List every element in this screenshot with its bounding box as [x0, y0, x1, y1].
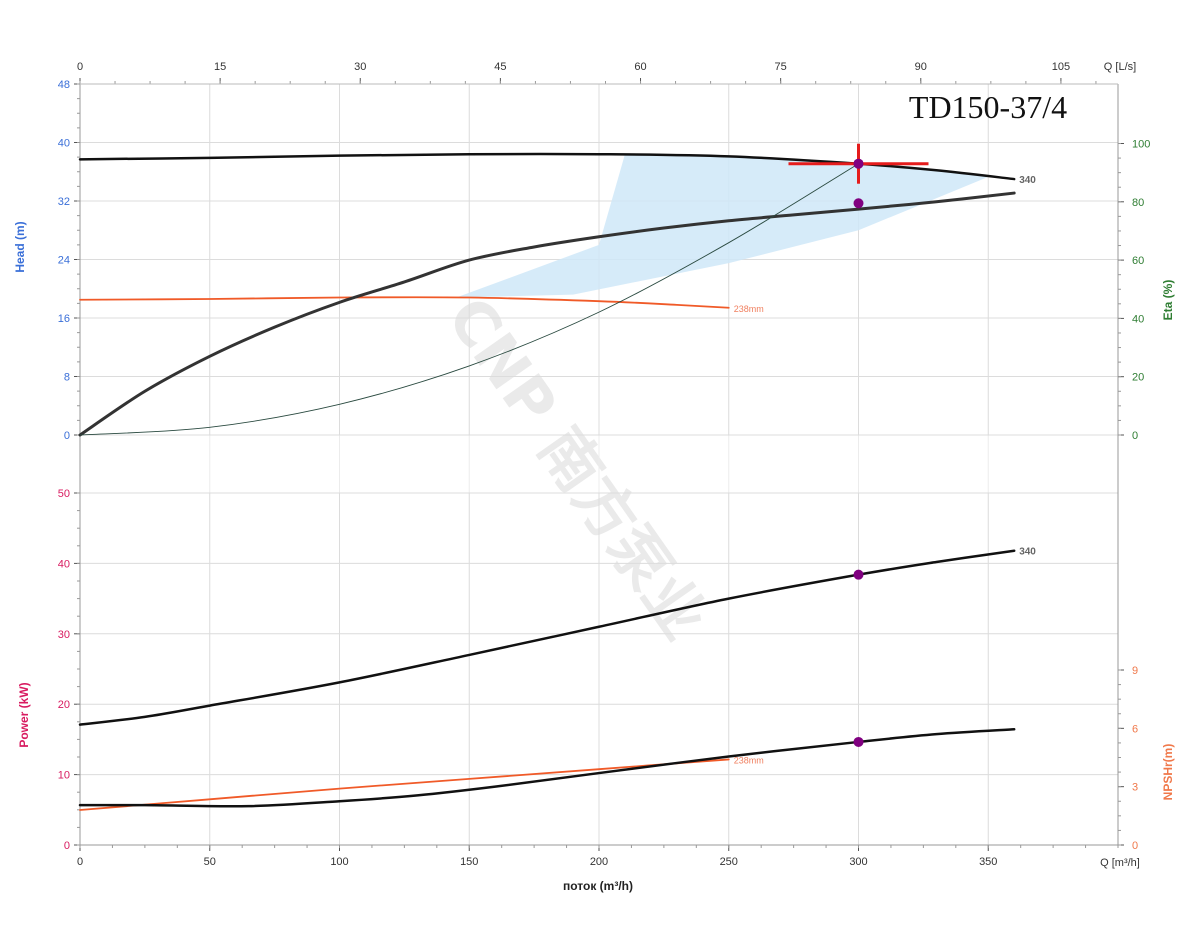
npsh-tick-label: 6 — [1132, 723, 1138, 735]
series-line-4 — [78, 549, 1016, 726]
power-tick-label: 0 — [64, 840, 70, 852]
chart-title: TD150-37/4 — [909, 89, 1067, 125]
duty-point-dot — [853, 158, 864, 169]
watermark: CNP 南方泵业 — [433, 285, 719, 652]
operating-point — [853, 736, 864, 747]
eta-tick-label: 80 — [1132, 197, 1144, 209]
operating-point — [853, 198, 864, 209]
series-label: 238mm — [734, 755, 764, 765]
efficiency-region-shape — [456, 154, 989, 298]
eta-tick-label: 0 — [1132, 430, 1138, 442]
x-tick-label: 150 — [460, 856, 478, 868]
eta-tick-label: 100 — [1132, 139, 1150, 151]
x-tick-label: 100 — [330, 856, 348, 868]
power-axis-title: Power (kW) — [17, 682, 31, 747]
head-tick-label: 40 — [58, 138, 70, 150]
x-top-tick-label: 105 — [1052, 61, 1070, 73]
series-line-3 — [79, 163, 859, 436]
head-tick-label: 8 — [64, 372, 70, 384]
npsh-tick-label: 9 — [1132, 665, 1138, 677]
series-line-2 — [78, 191, 1016, 437]
x-top-tick-label: 15 — [214, 61, 226, 73]
npsh-tick-label: 3 — [1132, 782, 1138, 794]
power-tick-label: 20 — [58, 699, 70, 711]
x-top-tick-label: 90 — [915, 61, 927, 73]
head-tick-label: 32 — [58, 196, 70, 208]
series-label: 340 — [1019, 547, 1036, 558]
eta-tick-label: 60 — [1132, 255, 1144, 267]
x-top-tick-label: 45 — [494, 61, 506, 73]
x-tick-label: 200 — [590, 856, 608, 868]
x-tick-label: 0 — [77, 856, 83, 868]
power-tick-label: 50 — [58, 488, 70, 500]
x-top-tick-label: 30 — [354, 61, 366, 73]
head-tick-label: 16 — [58, 313, 70, 325]
eta-tick-label: 20 — [1132, 372, 1144, 384]
series-layer: 340 238mm 340 238mm — [78, 152, 1036, 811]
power-tick-label: 10 — [58, 770, 70, 782]
series-line-0 — [78, 152, 1016, 181]
x-axis-unit: Q [m³/h] — [1100, 857, 1140, 869]
head-tick-label: 48 — [58, 79, 70, 91]
efficiency-region — [456, 154, 989, 298]
head-axis-title: Head (m) — [13, 221, 27, 272]
x-tick-label: 300 — [849, 856, 867, 868]
series-line-6 — [78, 728, 1016, 808]
eta-tick-label: 40 — [1132, 313, 1144, 325]
x-tick-label: 250 — [720, 856, 738, 868]
x-top-tick-label: 60 — [634, 61, 646, 73]
series-line-1 — [79, 296, 730, 309]
x-tick-label: 350 — [979, 856, 997, 868]
head-tick-label: 24 — [58, 255, 70, 267]
points-layer — [788, 143, 929, 747]
series-label: 238mm — [734, 304, 764, 314]
x-tick-label: 50 — [204, 856, 216, 868]
head-tick-label: 0 — [64, 430, 70, 442]
operating-point — [853, 569, 864, 580]
power-tick-label: 30 — [58, 629, 70, 641]
power-tick-label: 40 — [58, 558, 70, 570]
x-top-tick-label: 75 — [775, 61, 787, 73]
x-axis-title: поток (m³/h) — [563, 879, 633, 893]
npsh-axis-title: NPSHr(m) — [1161, 744, 1175, 801]
x-top-axis-unit: Q [L/s] — [1104, 61, 1136, 73]
x-top-tick-label: 0 — [77, 61, 83, 73]
npsh-tick-label: 0 — [1132, 840, 1138, 852]
eta-axis-title: Eta (%) — [1161, 280, 1175, 321]
series-label: 340 — [1019, 175, 1036, 186]
series-line-5 — [79, 758, 730, 811]
